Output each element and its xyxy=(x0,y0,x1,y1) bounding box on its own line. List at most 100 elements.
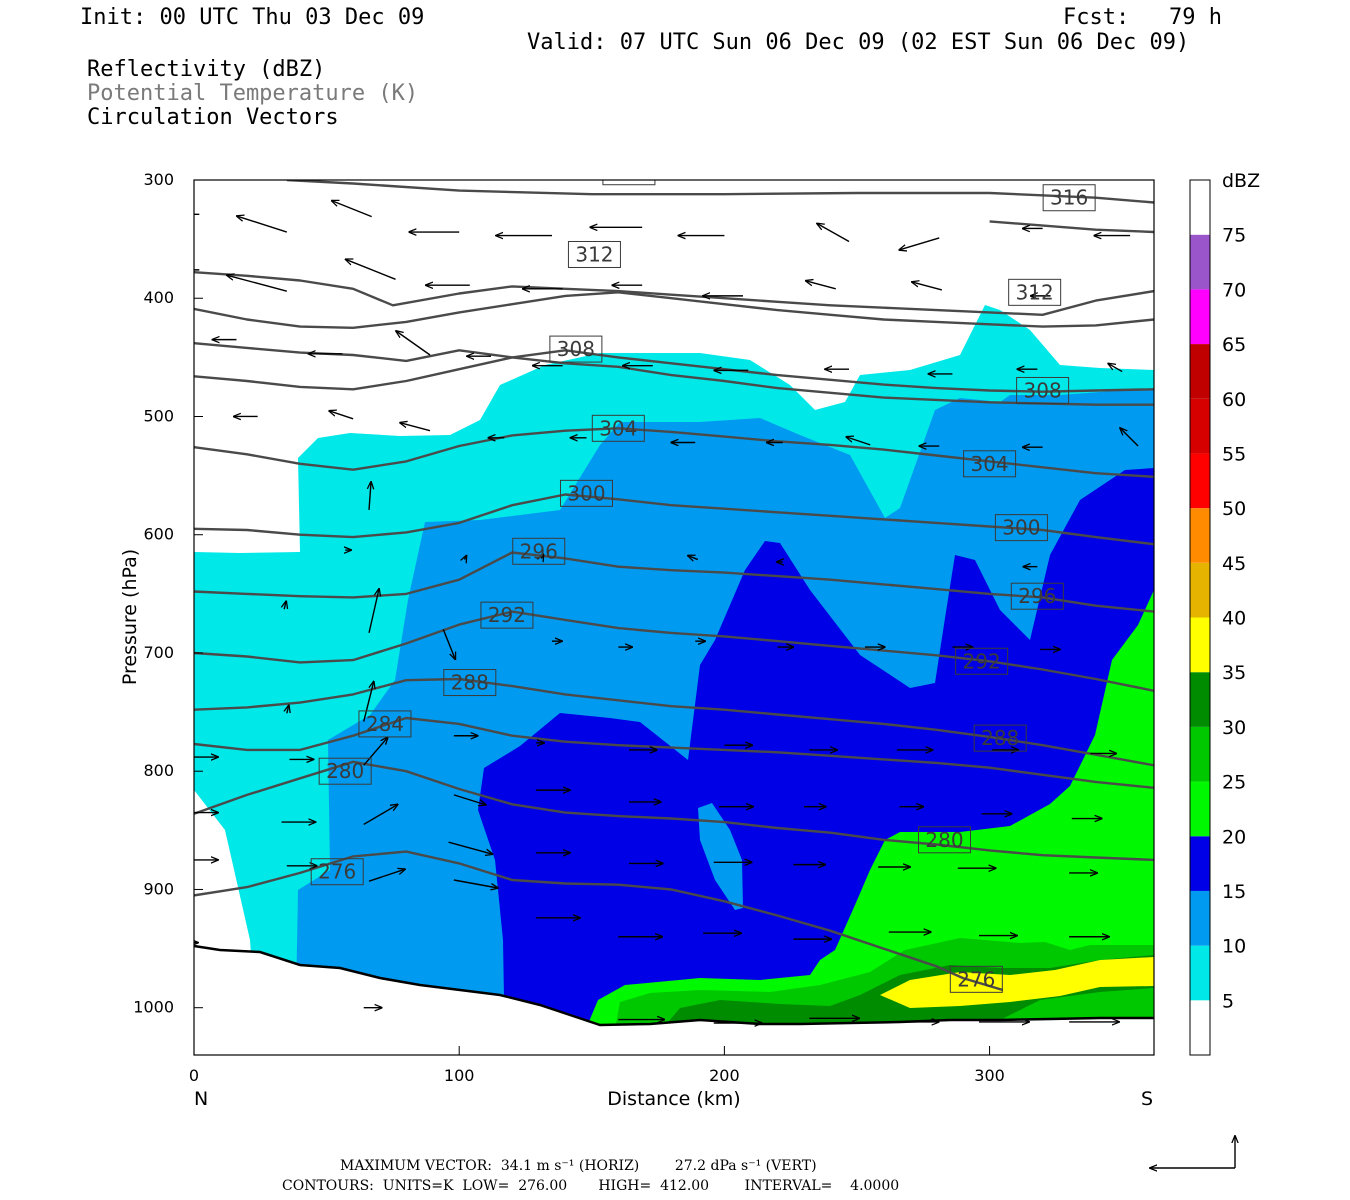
theta-label-text: 300 xyxy=(567,481,605,505)
colorbar-swatch xyxy=(1190,836,1210,891)
theta-label: 316 xyxy=(602,180,656,186)
theta-contour-line xyxy=(194,610,1154,692)
theta-label-text: 276 xyxy=(318,860,356,884)
dbz-15-notch xyxy=(698,803,743,910)
theta-label: 284 xyxy=(358,710,412,738)
y-tick-label: 700 xyxy=(143,643,174,662)
vector-arrow xyxy=(1108,364,1123,373)
colorbar-swatch xyxy=(1190,1000,1210,1055)
theta-label-box xyxy=(1016,376,1070,404)
theta-label-text: 308 xyxy=(1024,378,1062,402)
colorbar-level-label: 15 xyxy=(1222,881,1246,903)
x-tick-label: 200 xyxy=(709,1066,740,1085)
theta-label-text: 304 xyxy=(599,416,637,440)
theta-label-box xyxy=(1011,59,1063,85)
theta-contour-line xyxy=(194,291,1154,329)
colorbar-level-label: 10 xyxy=(1222,936,1246,958)
theta-contour-labels: 2762762802802842882882922922962963003003… xyxy=(310,59,1096,993)
vector-arrow xyxy=(688,556,699,560)
theta-label: 296 xyxy=(1010,582,1064,610)
y-tick-label: 800 xyxy=(143,761,174,780)
plot-frame xyxy=(193,179,1155,1056)
theta-contour-line xyxy=(194,716,1154,789)
theta-label-text: 296 xyxy=(1018,584,1056,608)
colorbar-swatch xyxy=(1190,180,1210,235)
init-time: Init: 00 UTC Thu 03 Dec 09 xyxy=(80,5,425,30)
colorbar-swatch xyxy=(1190,344,1210,399)
circulation-vectors xyxy=(194,201,1139,1023)
theta-label: 312 xyxy=(1008,278,1062,306)
vector-arrow xyxy=(287,705,289,714)
vector-arrow xyxy=(806,281,836,290)
theta-label: 292 xyxy=(480,601,534,629)
terrain-line xyxy=(194,944,1154,1027)
theta-contours xyxy=(194,180,1154,992)
theta-label: 276 xyxy=(949,965,1003,993)
colorbar-level-label: 50 xyxy=(1222,498,1246,520)
theta-contour-line xyxy=(194,427,1154,478)
theta-label-box xyxy=(963,450,1017,478)
y-tick-label: 900 xyxy=(143,879,174,898)
theta-label-text: 312 xyxy=(575,242,613,266)
vector-arrow xyxy=(899,237,940,250)
colorbar-level-label: 70 xyxy=(1222,279,1246,301)
colorbar-level-label: 65 xyxy=(1222,334,1246,356)
vector-arrow xyxy=(368,589,379,634)
contours-note: CONTOURS: UNITS=K LOW= 276.00 HIGH= 412.… xyxy=(282,1178,900,1194)
theta-label: 308 xyxy=(549,335,603,363)
theta-label-text: 316 xyxy=(1050,186,1088,210)
theta-label-text: 292 xyxy=(488,603,526,627)
theta-label-box xyxy=(443,669,497,697)
theta-label: 312 xyxy=(567,240,621,268)
theta-contour-line xyxy=(194,342,1154,406)
theta-label-text: 296 xyxy=(520,539,558,563)
theta-label-box xyxy=(318,757,372,785)
colorbar-swatch xyxy=(1190,617,1210,673)
vector-arrow xyxy=(284,601,286,610)
theta-label: 308 xyxy=(1016,376,1070,404)
colorbar-frame xyxy=(1189,179,1211,1056)
theta-label: 288 xyxy=(973,724,1027,752)
colorbar-swatch xyxy=(1190,398,1210,454)
theta-label: 300 xyxy=(559,479,613,507)
vector-arrow xyxy=(363,737,388,766)
theta-contour-line xyxy=(194,850,1004,992)
x-axis-label: Distance (km) xyxy=(607,1088,740,1110)
vector-arrow xyxy=(464,556,466,560)
theta-label-box xyxy=(917,826,971,854)
colorbar-level-label: 60 xyxy=(1222,389,1246,411)
vector-arrow xyxy=(396,331,431,356)
x-tick-label: 100 xyxy=(444,1066,475,1085)
theta-label-text: 288 xyxy=(451,671,489,695)
theta-label-box xyxy=(310,858,364,886)
x-tick-label: 300 xyxy=(974,1066,1005,1085)
y-tick-label: 500 xyxy=(143,406,174,425)
theta-label: 296 xyxy=(512,537,566,565)
reference-vector xyxy=(1150,1136,1235,1168)
theta-contour-line xyxy=(194,677,1154,767)
vector-arrow xyxy=(846,437,871,446)
dbz-colorbar: 5 10 15 20 25 30 35 40 45 50 55 60 65 70 75 xyxy=(1189,179,1246,1056)
vector-arrow xyxy=(400,423,431,432)
colorbar-level-label: 30 xyxy=(1222,717,1246,739)
theta-label-text: 292 xyxy=(963,649,1001,673)
vector-arrow xyxy=(448,841,493,854)
north-label: N xyxy=(194,1088,208,1110)
theta-label-box xyxy=(949,965,1003,993)
forecast-hour: Fcst: 79 h xyxy=(1063,5,1222,30)
vector-arrow xyxy=(442,629,455,659)
x-axis-ticks: 0 100 200 300 xyxy=(189,1046,1005,1085)
y-axis-label: Pressure (hPa) xyxy=(119,549,141,685)
colorbar-swatch xyxy=(1190,726,1210,782)
theta-label: 300 xyxy=(994,514,1048,542)
vector-arrow xyxy=(369,482,371,510)
theta-label-text: 284 xyxy=(366,712,404,736)
theta-contour-line xyxy=(989,220,1154,234)
valid-time: Valid: 07 UTC Sun 06 Dec 09 (02 EST Sun … xyxy=(527,30,1190,55)
theta-label-box xyxy=(1042,184,1096,212)
theta-label-text: 280 xyxy=(326,759,364,783)
y-axis-ticks: 300 400 500 600 700 800 900 1000 xyxy=(133,170,203,1017)
theta-label: 320 xyxy=(1011,59,1063,85)
colorbar-swatch xyxy=(1190,234,1210,290)
